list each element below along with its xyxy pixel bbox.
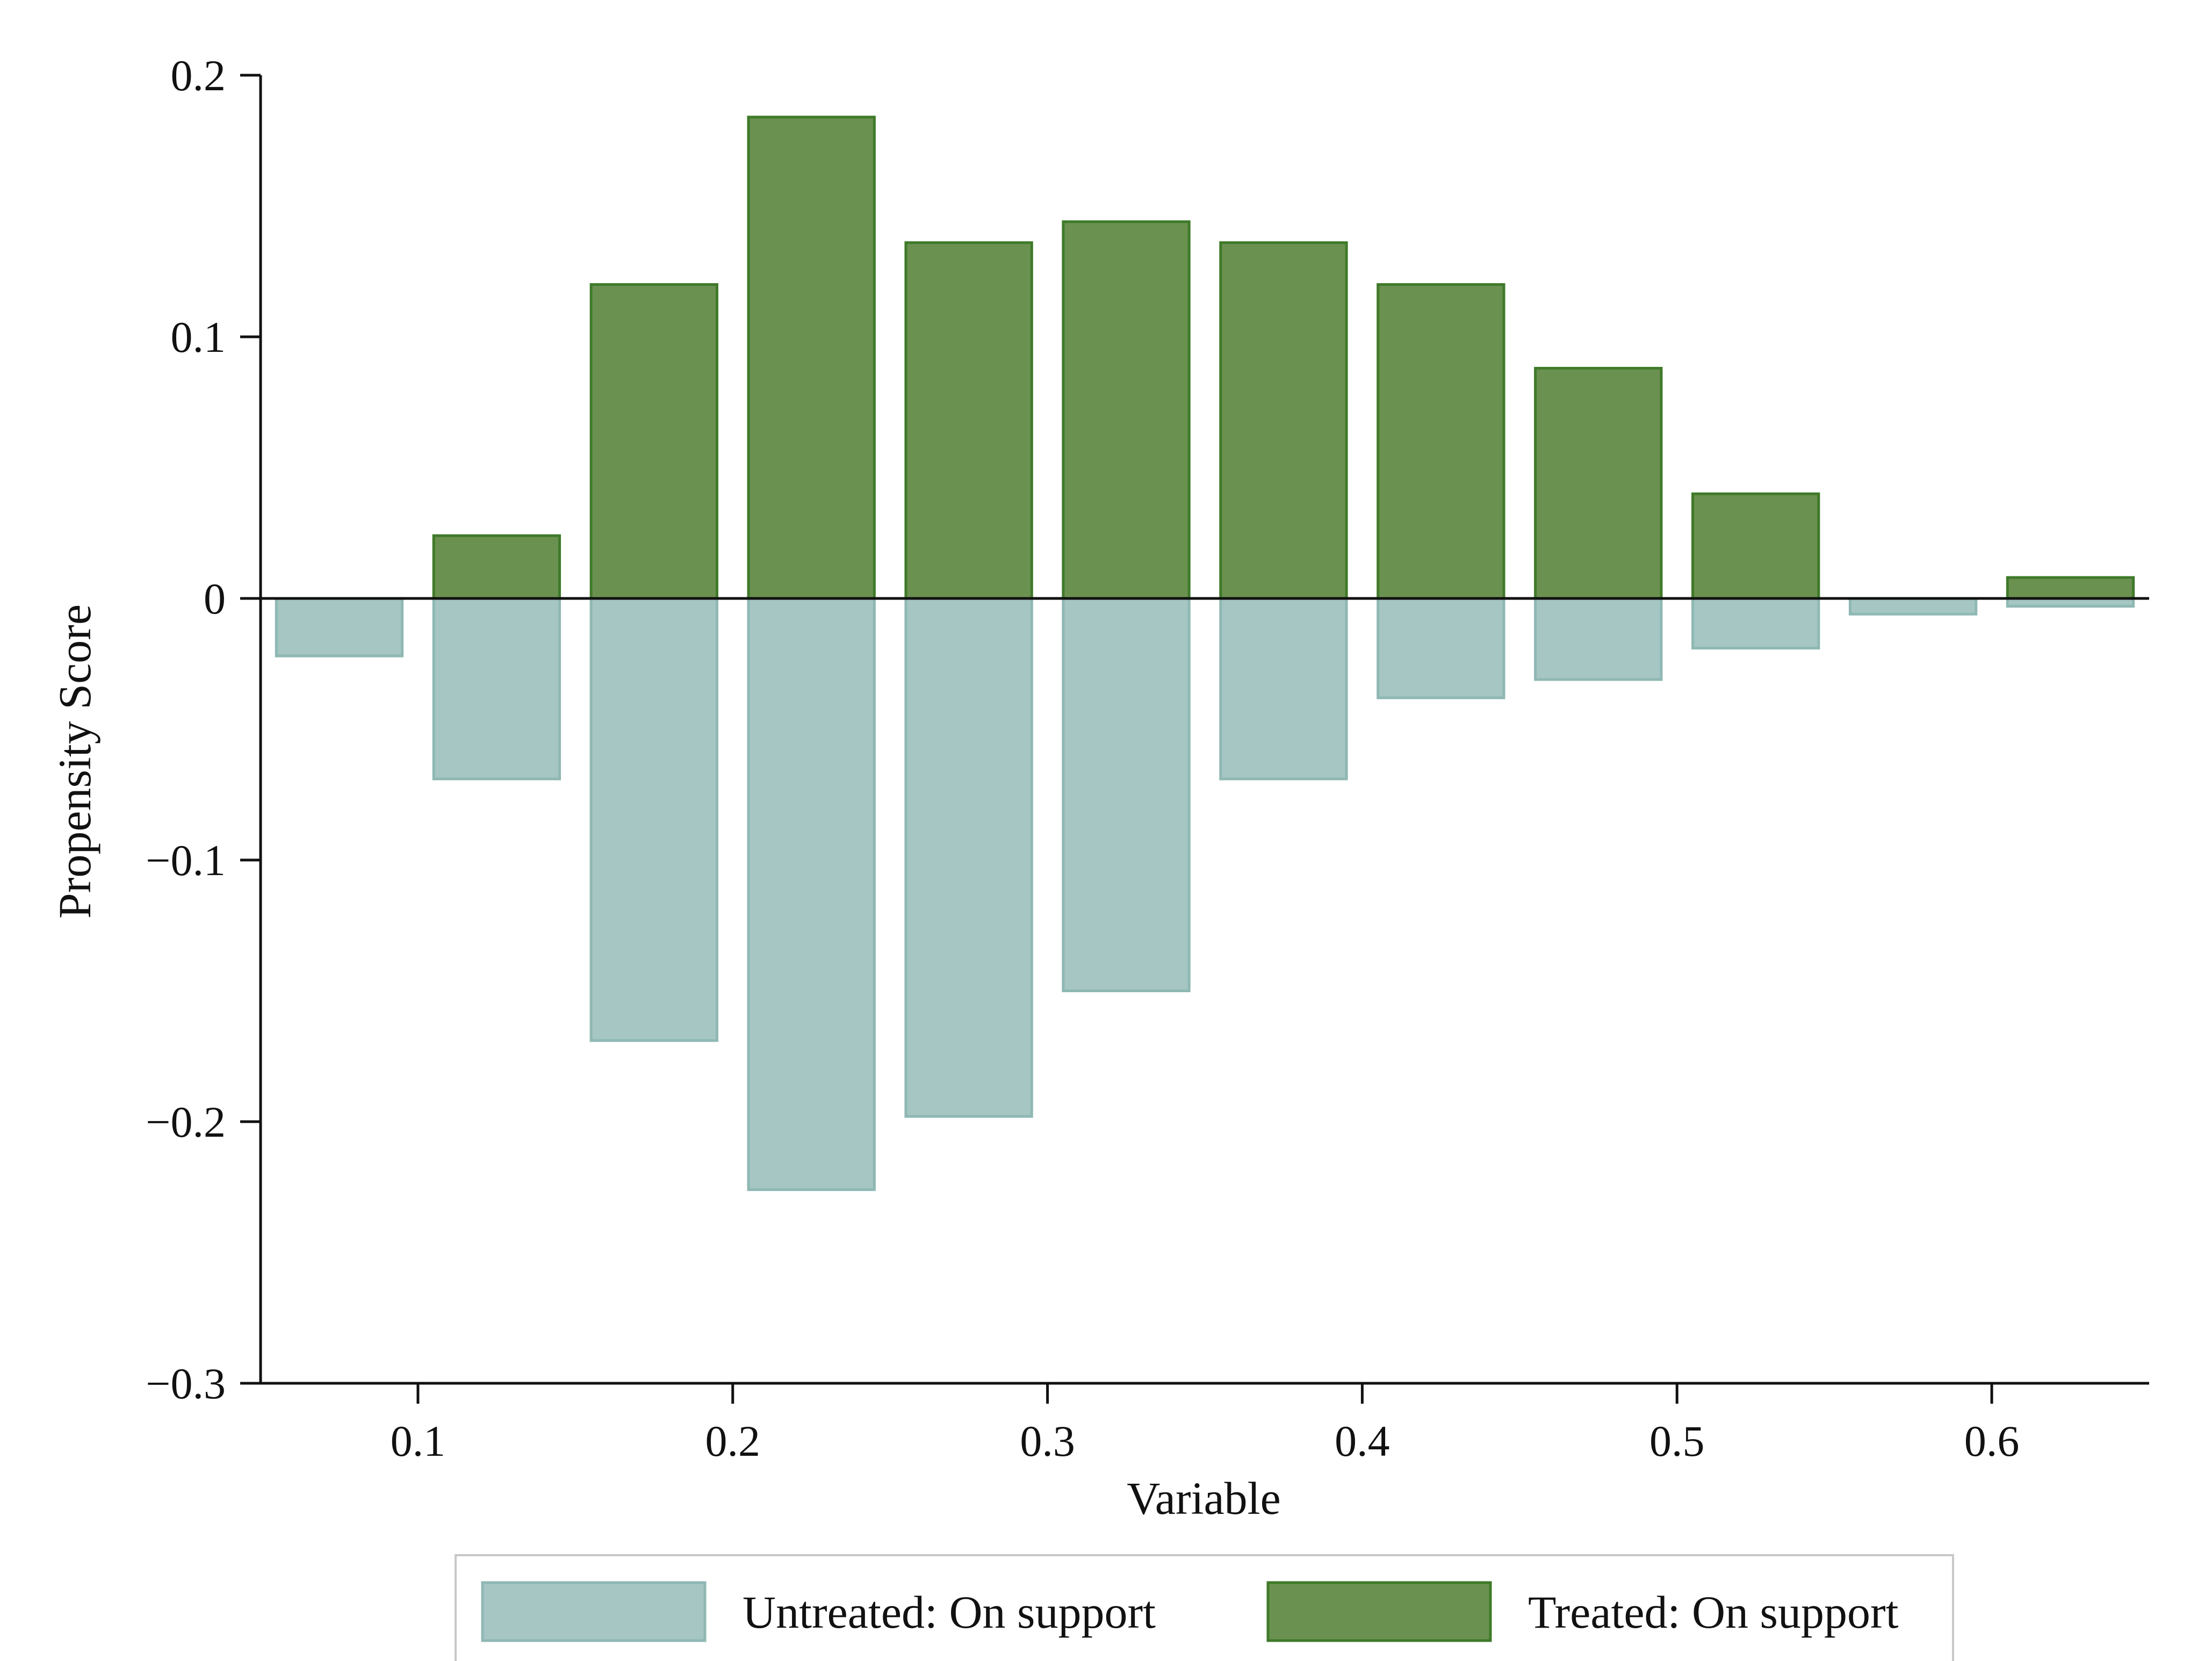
- x-tick-label: 0.2: [705, 1417, 761, 1465]
- y-axis-title: Propensity Score: [49, 604, 100, 919]
- bar-untreated: [275, 597, 404, 658]
- x-tick-label: 0.1: [391, 1417, 446, 1465]
- x-tick-label: 0.3: [1020, 1417, 1075, 1465]
- bar-treated: [1377, 283, 1505, 600]
- y-tick-label: 0: [204, 574, 226, 623]
- y-axis-ticks: 0.2 0.1 0 −0.1 −0.2 −0.3: [146, 51, 261, 1408]
- legend: Untreated: On support Treated: On suppor…: [455, 1554, 1954, 1661]
- bar-untreated: [1534, 597, 1663, 681]
- bar-treated: [1219, 241, 1348, 600]
- bar-untreated: [1219, 597, 1348, 781]
- x-tick-label: 0.6: [1964, 1417, 2020, 1465]
- bar-untreated: [432, 597, 561, 781]
- bar-treated: [1534, 366, 1663, 600]
- y-tick-label: −0.3: [146, 1359, 226, 1408]
- bar-untreated: [1691, 597, 1820, 650]
- legend-swatch-treated: [1266, 1581, 1492, 1642]
- bar-treated: [904, 241, 1033, 600]
- bar-treated: [2006, 576, 2135, 600]
- bar-treated: [589, 283, 718, 600]
- y-tick-label: 0.1: [171, 313, 226, 362]
- bar-treated: [1062, 220, 1191, 600]
- bar-treated: [1691, 492, 1820, 600]
- legend-label-treated: Treated: On support: [1528, 1586, 1899, 1638]
- y-tick-label: −0.2: [146, 1097, 226, 1146]
- bar-untreated: [904, 597, 1033, 1118]
- x-axis-title: Variable: [1127, 1472, 1281, 1524]
- bar-untreated: [1848, 597, 1978, 616]
- x-tick-label: 0.5: [1649, 1417, 1705, 1465]
- bar-untreated: [1062, 597, 1191, 992]
- bar-treated: [432, 534, 561, 600]
- x-tick-label: 0.4: [1335, 1417, 1390, 1465]
- bar-treated: [747, 115, 876, 600]
- legend-label-untreated: Untreated: On support: [743, 1586, 1156, 1638]
- y-tick-label: −0.1: [146, 836, 226, 885]
- bar-untreated: [747, 597, 876, 1191]
- bars-layer: [275, 115, 2135, 1191]
- legend-box: [455, 1554, 1954, 1661]
- y-tick-label: 0.2: [171, 51, 226, 100]
- x-axis-ticks: 0.1 0.2 0.3 0.4 0.5 0.6: [391, 1383, 2020, 1465]
- bar-untreated: [1377, 597, 1505, 699]
- legend-swatch-untreated: [481, 1581, 707, 1642]
- bar-untreated: [589, 597, 718, 1042]
